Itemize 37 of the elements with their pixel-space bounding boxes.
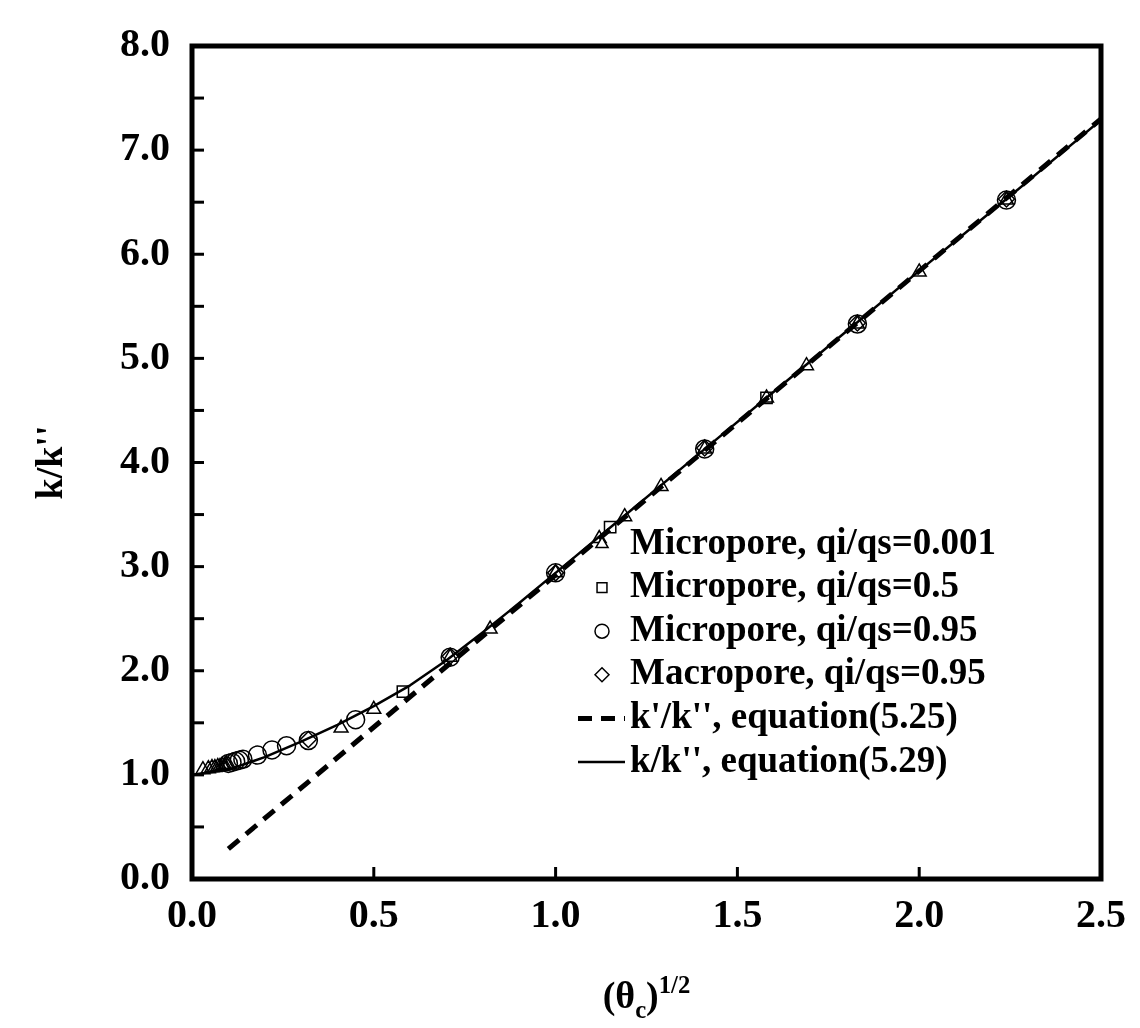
point bbox=[591, 529, 607, 544]
y-tick-label: 7.0 bbox=[120, 124, 170, 170]
y-tick-label: 6.0 bbox=[120, 228, 170, 274]
point bbox=[366, 700, 382, 715]
legend-label: Micropore, qi/qs=0.95 bbox=[630, 607, 978, 649]
x-tick-label: 0.0 bbox=[167, 891, 217, 937]
y-tick-label: 2.0 bbox=[120, 645, 170, 691]
y-tick-label: 3.0 bbox=[120, 540, 170, 586]
point bbox=[333, 719, 349, 733]
x-tick-label: 2.5 bbox=[1076, 891, 1126, 937]
point bbox=[396, 685, 410, 698]
y-tick-label: 4.0 bbox=[120, 436, 170, 482]
point bbox=[345, 709, 366, 730]
point bbox=[911, 263, 927, 277]
x-tick-label: 2.0 bbox=[894, 891, 945, 937]
point bbox=[200, 759, 217, 774]
legend-label: k'/k'', equation(5.25) bbox=[630, 694, 958, 737]
y-axis-title: k/k'' bbox=[28, 425, 70, 500]
point bbox=[482, 620, 498, 634]
legend-label: Micropore, qi/qs=0.5 bbox=[630, 564, 960, 606]
point bbox=[603, 520, 617, 534]
legend-label: Macropore, qi/qs=0.95 bbox=[630, 651, 986, 693]
x-tick-label: 1.5 bbox=[712, 891, 763, 937]
y-tick-label: 8.0 bbox=[120, 20, 170, 66]
legend-label: Micropore, qi/qs=0.001 bbox=[630, 520, 997, 562]
x-tick-label: 0.5 bbox=[348, 891, 399, 937]
point bbox=[247, 745, 268, 765]
legend-label: k/k'', equation(5.29) bbox=[630, 738, 948, 781]
point bbox=[798, 356, 815, 371]
point bbox=[262, 740, 282, 760]
y-tick-label: 1.0 bbox=[120, 749, 170, 795]
point bbox=[617, 507, 633, 522]
x-tick-label: 1.0 bbox=[530, 891, 581, 937]
y-tick-label: 0.0 bbox=[120, 853, 170, 899]
point bbox=[653, 477, 669, 492]
point bbox=[276, 735, 297, 756]
y-tick-label: 5.0 bbox=[120, 332, 170, 378]
